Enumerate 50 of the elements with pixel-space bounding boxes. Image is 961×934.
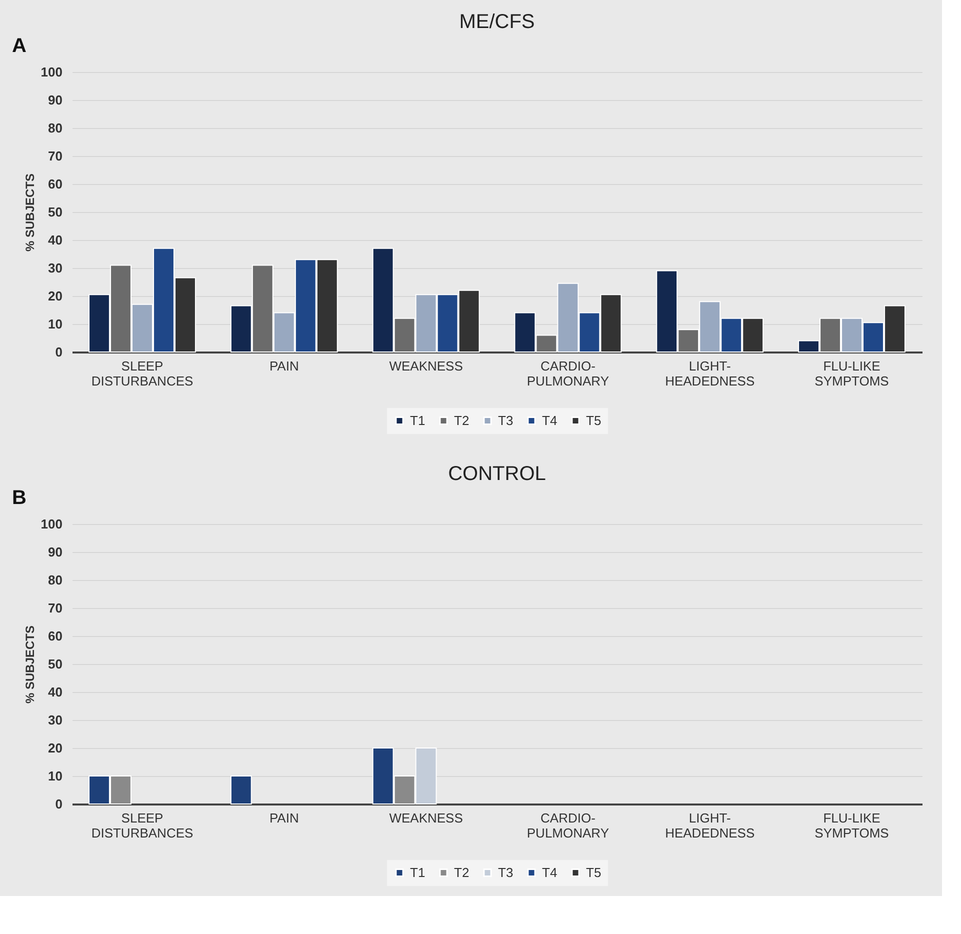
y-tick-label: 0 [55, 344, 62, 360]
y-tick-label: 40 [48, 232, 62, 248]
legend-label: T3 [498, 412, 514, 428]
legend-label: T1 [410, 864, 426, 880]
x-tick-label: LIGHT-HEADEDNESS [665, 358, 755, 388]
y-tick-label: 30 [48, 260, 62, 276]
y-tick-label: 0 [55, 796, 62, 812]
x-tick-label: WEAKNESS [389, 358, 464, 374]
legend-label: T5 [586, 412, 602, 428]
y-tick-label: 50 [48, 656, 62, 672]
chart-title: CONTROL [448, 463, 546, 485]
y-tick-label: 50 [48, 204, 62, 220]
y-tick-label: 20 [48, 740, 62, 756]
x-tick-label: SLEEP DISTURBANCES [91, 358, 194, 388]
y-tick-label: 70 [48, 600, 62, 616]
legend-label: T2 [454, 412, 470, 428]
x-tick-label: PAIN [269, 810, 299, 826]
y-tick-label: 60 [48, 628, 62, 644]
legend-label: T5 [586, 864, 602, 880]
y-tick-label: 10 [48, 768, 62, 784]
y-tick-label: 30 [48, 712, 62, 728]
y-tick-label: 80 [48, 120, 62, 136]
y-tick-label: 40 [48, 684, 62, 700]
y-tick-label: 100 [40, 516, 62, 532]
x-tick-label: CARDIO-PULMONARY [526, 810, 610, 840]
x-tick-label: PAIN [269, 358, 299, 374]
legend-label: T2 [454, 864, 470, 880]
y-tick-label: 70 [48, 148, 62, 164]
y-tick-label: 10 [48, 316, 62, 332]
y-tick-label: 60 [48, 176, 62, 192]
x-tick-label: FLU-LIKE SYMPTOMS [814, 810, 890, 840]
y-axis-title: % SUBJECTS [22, 173, 37, 252]
y-tick-label: 100 [40, 64, 62, 80]
legend-label: T3 [498, 864, 514, 880]
y-tick-label: 90 [48, 92, 62, 108]
x-tick-label: WEAKNESS [389, 810, 464, 826]
x-tick-label: SLEEP DISTURBANCES [91, 810, 194, 840]
y-axis-title: % SUBJECTS [22, 625, 37, 704]
legend-label: T4 [542, 864, 558, 880]
chart-title: ME/CFS [459, 11, 535, 33]
x-tick-label: CARDIO-PULMONARY [526, 358, 610, 388]
text: A [12, 35, 26, 57]
y-tick-label: 90 [48, 544, 62, 560]
legend-label: T4 [542, 412, 558, 428]
y-tick-label: 80 [48, 572, 62, 588]
x-tick-label: LIGHT-HEADEDNESS [665, 810, 755, 840]
x-tick-label: FLU-LIKE SYMPTOMS [814, 358, 890, 388]
legend-label: T1 [410, 412, 426, 428]
text: B [12, 487, 26, 509]
y-tick-label: 20 [48, 288, 62, 304]
